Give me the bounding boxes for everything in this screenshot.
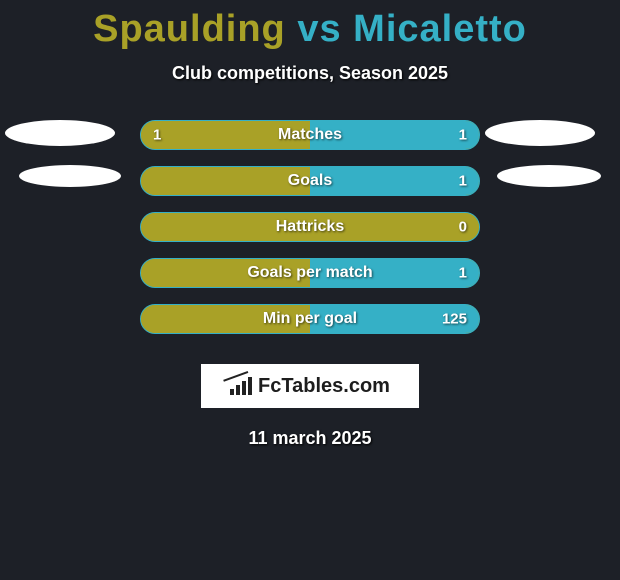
title-vs: vs [297,8,341,50]
title-right: Micaletto [353,8,527,50]
barchart-icon [230,377,252,395]
bar-right [310,167,479,195]
bar-right [310,305,479,333]
stat-row: Min per goal125 [140,304,480,334]
decor-ellipse [485,120,595,146]
stat-row: Goals per match1 [140,258,480,288]
bar-left [141,121,310,149]
stat-row: Hattricks0 [140,212,480,242]
bar-left [141,167,310,195]
logo-text: FcTables.com [258,375,390,398]
bar-left [141,213,479,241]
decor-ellipse [5,120,115,146]
stat-row: 1Matches1 [140,120,480,150]
page-title: Spaulding vs Micaletto [0,0,620,51]
decor-ellipse [19,165,121,187]
bar-right [310,259,479,287]
stat-rows: 1Matches1 Goals1 Hattricks0 Goals per match… [140,120,480,334]
decor-ellipse [497,165,601,187]
bar-left [141,259,310,287]
subtitle: Club competitions, Season 2025 [0,63,620,84]
bar-left [141,305,310,333]
title-left: Spaulding [93,8,286,50]
logo-box: FcTables.com [201,364,419,408]
stat-row: Goals1 [140,166,480,196]
bar-right [310,121,479,149]
comparison-arena: 1Matches1 Goals1 Hattricks0 Goals per match… [0,120,620,334]
date: 11 march 2025 [0,428,620,449]
